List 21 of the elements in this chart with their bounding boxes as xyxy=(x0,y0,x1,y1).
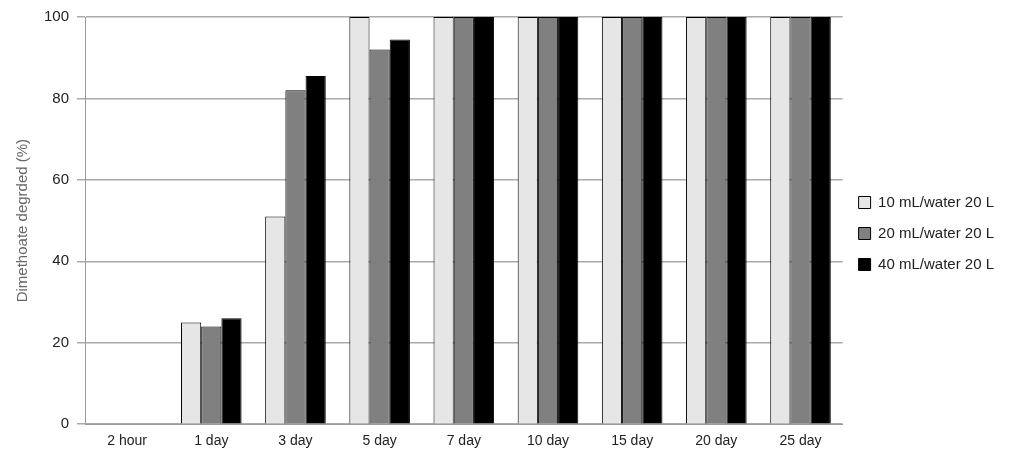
x-tick-label: 1 day xyxy=(194,432,229,449)
y-tick-label: 20 xyxy=(52,332,70,350)
x-tick-label: 7 day xyxy=(446,432,481,449)
bar xyxy=(305,76,326,424)
x-tick-label: 15 day xyxy=(611,432,654,449)
legend-label: 20 mL/water 20 L xyxy=(878,223,995,241)
y-axis-title: Dimethoate degrded (%) xyxy=(13,138,31,303)
y-tick-label: 0 xyxy=(60,414,70,432)
y-tick-label: 40 xyxy=(52,251,70,269)
y-tick-label: 60 xyxy=(52,170,70,188)
y-tick-label: 80 xyxy=(52,88,70,106)
x-tick-label: 10 day xyxy=(526,432,570,449)
bar xyxy=(221,318,242,424)
legend-label: 40 mL/water 20 L xyxy=(878,254,995,272)
x-tick-label: 5 day xyxy=(362,432,397,449)
x-tick-label: 3 day xyxy=(278,432,313,449)
y-tick-label: 100 xyxy=(44,7,70,25)
legend-label: 10 mL/water 20 L xyxy=(878,192,995,210)
x-tick-label: 25 day xyxy=(779,432,822,449)
x-tick-label: 2 hour xyxy=(107,432,148,449)
x-tick-label: 20 day xyxy=(695,432,738,449)
